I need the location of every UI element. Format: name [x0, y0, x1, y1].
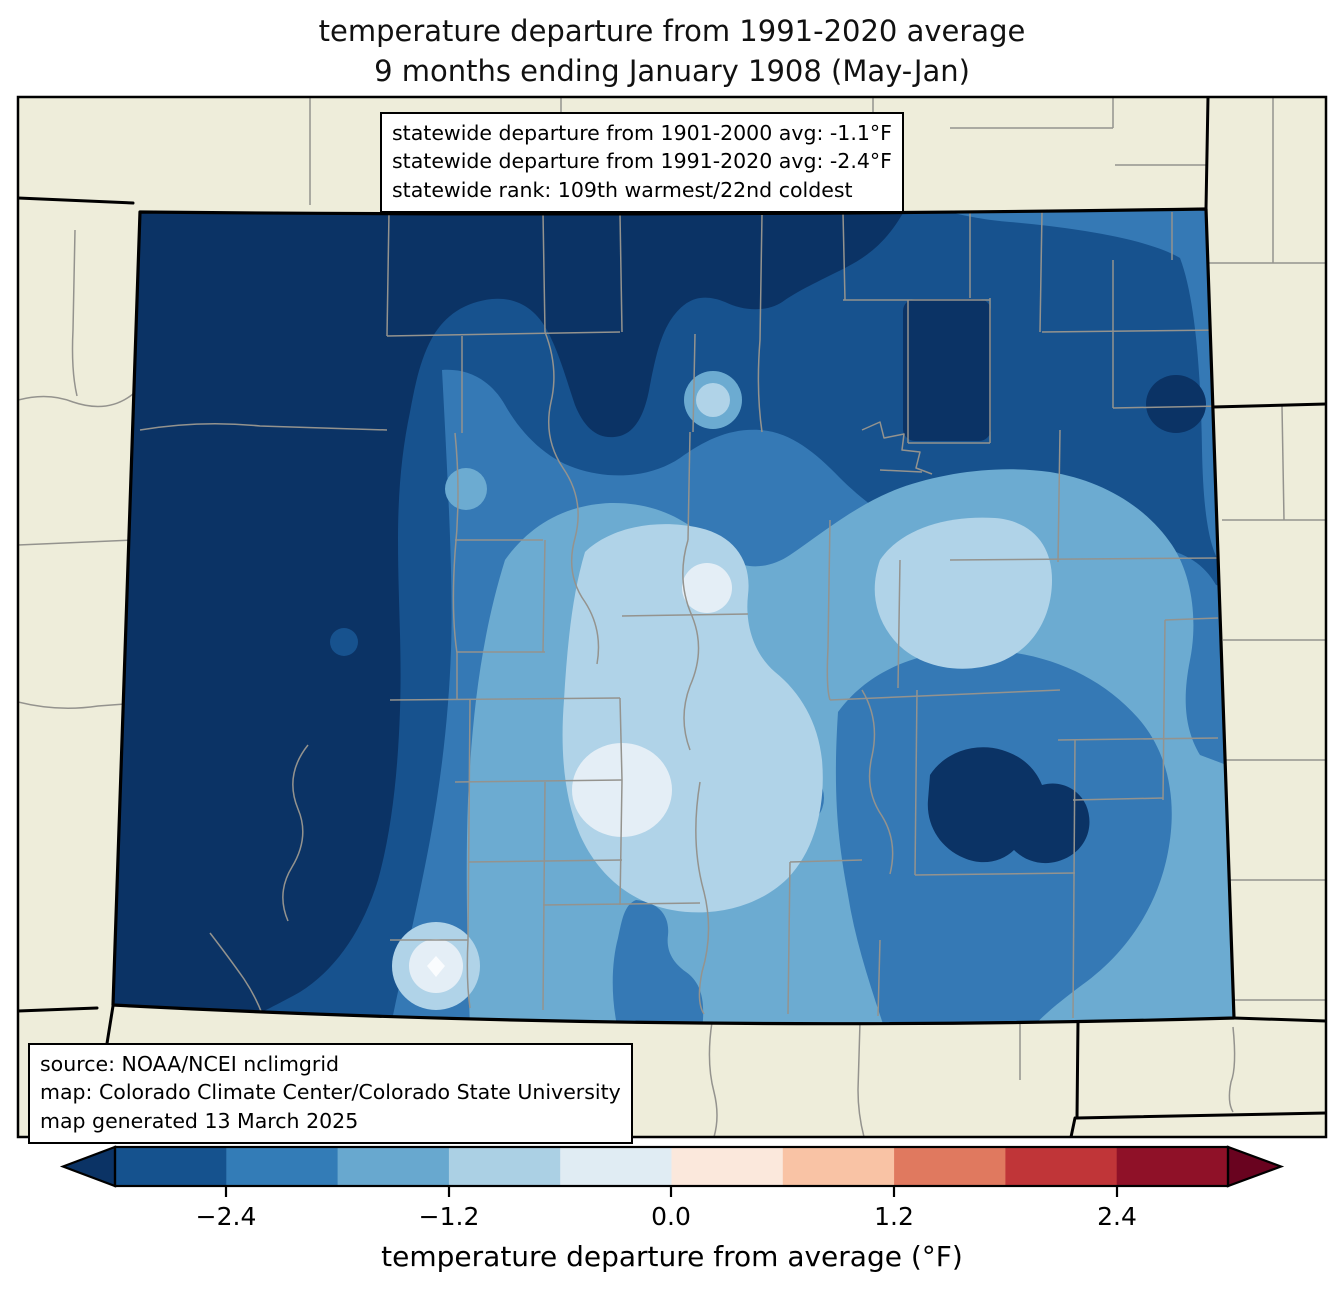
colorbar-segment-8	[1005, 1147, 1118, 1186]
contour-se-navy-double-blob	[927, 747, 1090, 864]
colorbar-segment-0	[115, 1147, 227, 1186]
colorbar-segments	[115, 1147, 1229, 1186]
contour-white-peak	[427, 956, 445, 977]
colorbar-under-arrow	[59, 1145, 117, 1188]
stats-line-rank: statewide rank: 109th warmest/22nd colde…	[392, 177, 853, 202]
contour-north-spot	[696, 383, 730, 417]
colorbar-segment-1	[226, 1147, 339, 1186]
contour-west-dot	[330, 628, 358, 656]
stats-line-1991-2020: statewide departure from 1991-2020 avg: …	[392, 149, 892, 174]
colorbar-tick-minus2.4: −2.4	[195, 1202, 257, 1231]
stats-line-1901-2000: statewide departure from 1901-2000 avg: …	[392, 121, 892, 145]
stats-box: statewide departure from 1901-2000 avg: …	[380, 112, 904, 213]
figure-title-line1: temperature departure from 1991-2020 ave…	[318, 14, 1026, 48]
colorbar	[59, 1145, 1285, 1197]
colorbar-segment-7	[894, 1147, 1006, 1186]
contour-level3-spot	[445, 468, 487, 510]
colorbar-segment-5	[671, 1147, 784, 1186]
colorbar-segment-2	[337, 1147, 450, 1186]
axes-frame	[16, 95, 1328, 1139]
colorbar-tick-minus1.2: −1.2	[418, 1202, 480, 1231]
contour-ne-navy-square	[903, 299, 991, 441]
colorbar-over-arrow	[1226, 1145, 1285, 1188]
contour-level4-east-blob	[874, 517, 1052, 669]
colorbar-tick-0.0: 0.0	[651, 1202, 691, 1231]
contour-level5-center-spot	[682, 563, 732, 613]
colorbar-segment-6	[782, 1147, 895, 1186]
contour-bottom-center-blob	[612, 900, 704, 1024]
colorbar-segment-3	[448, 1147, 561, 1186]
colorbar-segment-4	[560, 1147, 673, 1186]
contour-level2-edge-sliver	[940, 209, 1218, 560]
colorbar-tick-2.4: 2.4	[1097, 1202, 1137, 1231]
colorbar-axis-label: temperature departure from average (°F)	[381, 1240, 963, 1273]
source-box: source: NOAA/NCEI nclimgrid map: Colorad…	[28, 1043, 633, 1144]
map-credit-line: map: Colorado Climate Center/Colorado St…	[40, 1080, 621, 1105]
colorbar-tickmarks	[224, 1186, 1119, 1197]
contour-coldest-west-band	[113, 209, 910, 1012]
colorado-state-border	[111, 207, 1236, 1026]
colorbar-tick-1.2: 1.2	[874, 1202, 914, 1231]
contour-east-navy-ellipse	[1146, 375, 1206, 433]
figure-title-line2: 9 months ending January 1908 (May-Jan)	[374, 54, 970, 88]
generated-date-line: map generated 13 March 2025	[40, 1108, 359, 1133]
colorbar-segment-9	[1116, 1147, 1229, 1186]
source-line: source: NOAA/NCEI nclimgrid	[40, 1052, 340, 1076]
